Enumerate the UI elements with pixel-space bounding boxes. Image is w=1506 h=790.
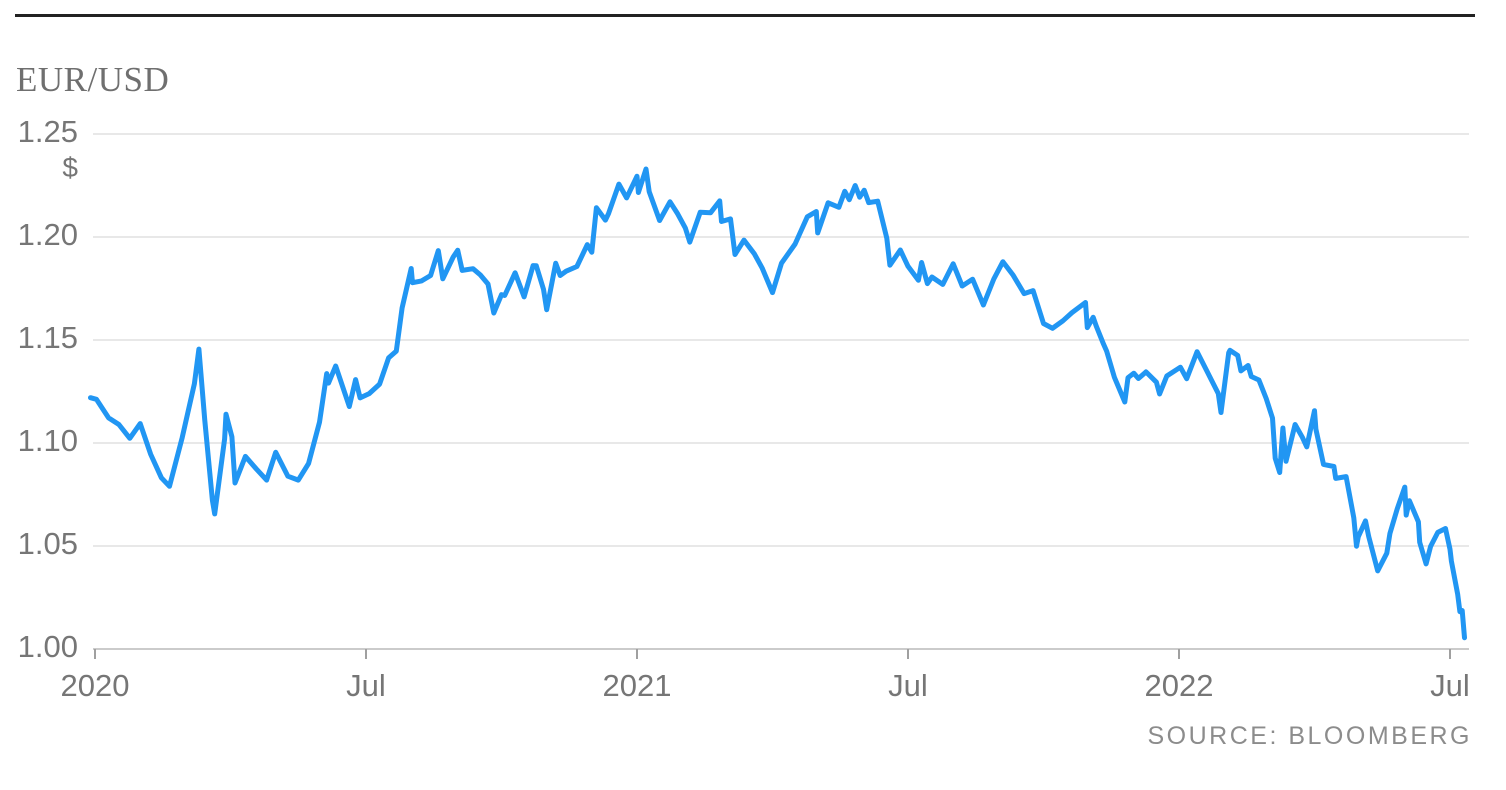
y-tick-label-1.15: 1.15: [18, 320, 78, 355]
x-tick-label-2021: 2021: [603, 668, 672, 703]
y-tick-label-1.20: 1.20: [18, 217, 78, 252]
source-credit: SOURCE: BLOOMBERG: [1147, 722, 1472, 750]
eurusd-price-line: [88, 166, 1467, 641]
x-tick-label-Jul: Jul: [888, 668, 928, 703]
x-tick-label-2020: 2020: [61, 668, 130, 703]
x-tick-label-Jul: Jul: [1430, 668, 1470, 703]
y-tick-label-1.05: 1.05: [18, 526, 78, 561]
y-tick-label-1.00: 1.00: [18, 629, 78, 664]
x-tick-label-Jul: Jul: [346, 668, 386, 703]
x-tick-label-2022: 2022: [1145, 668, 1214, 703]
y-tick-label-1.25: 1.25: [18, 114, 78, 149]
chart-title: EUR/USD: [16, 60, 170, 100]
y-axis-unit-dollar-label: $: [62, 152, 78, 183]
y-tick-label-1.10: 1.10: [18, 423, 78, 458]
top-rule: [15, 14, 1475, 17]
